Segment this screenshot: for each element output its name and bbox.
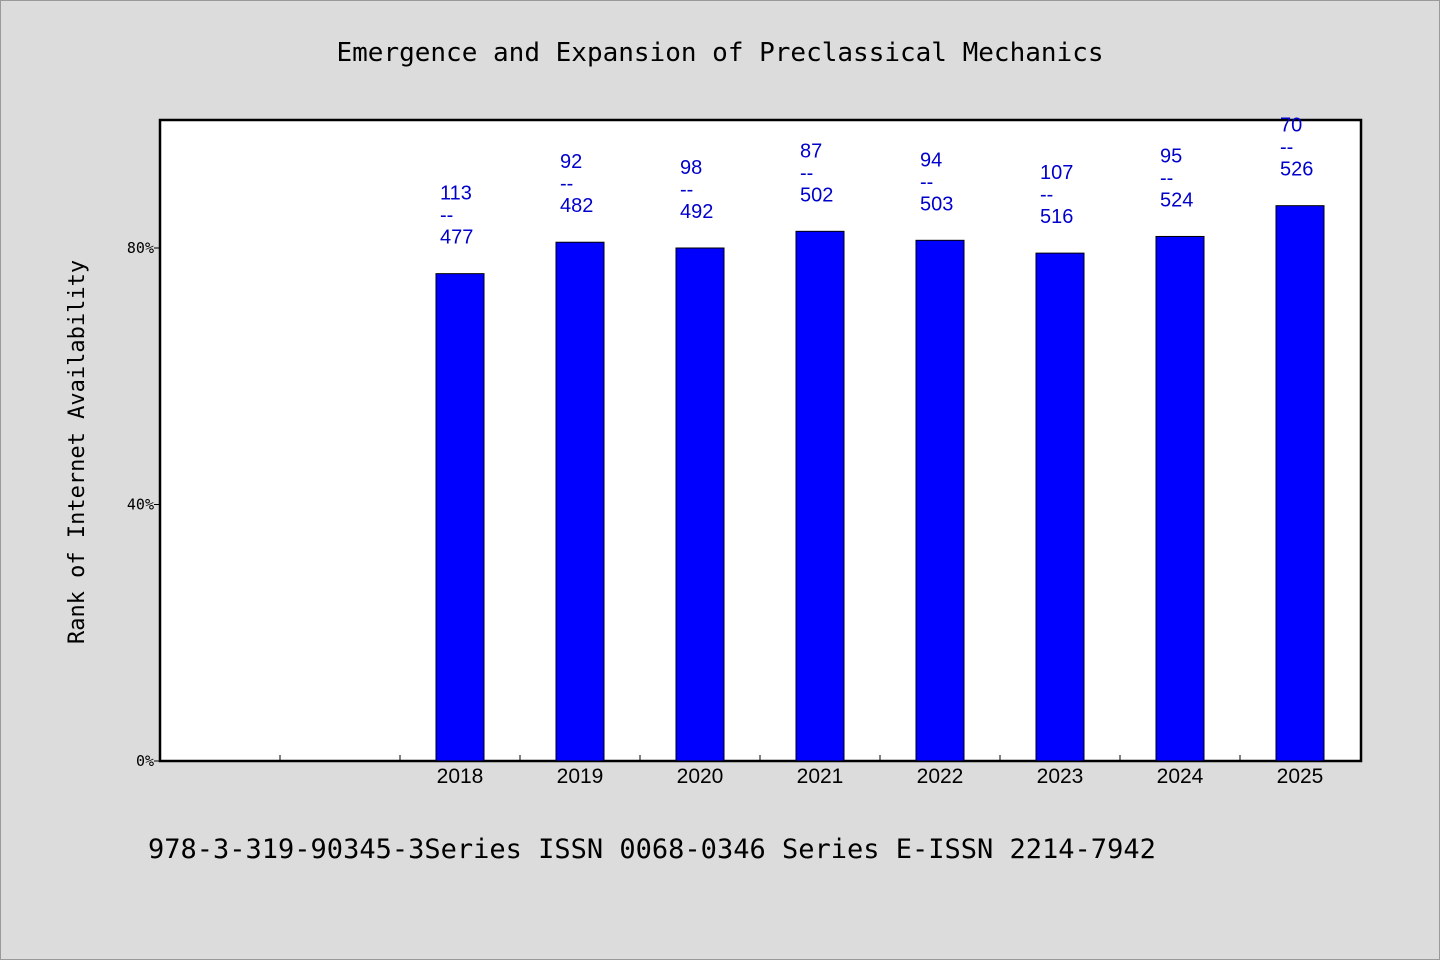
bar-data-label: -- [1160,167,1173,189]
bar-data-label: 477 [440,227,473,249]
footer-isbn-text: 978-3-319-90345-3Series ISSN 0068-0346 S… [148,834,1156,865]
y-tick-label: 40% [127,496,154,514]
bar-2019 [555,241,605,762]
y-axis-title: Rank of Internet Availability [65,260,90,644]
bar-data-label: 502 [800,184,833,206]
x-minor-ticks [279,755,1241,761]
x-tick-label: 2023 [1037,765,1084,788]
bar-data-label: 87 [800,140,822,162]
x-tick-label: 2024 [1157,765,1204,788]
bar-data-label: -- [1040,184,1053,206]
bar-data-label: 94 [920,149,942,171]
bar-2018 [435,273,485,762]
x-axis: 2018 2019 2020 2021 2022 2023 2024 2025 [437,765,1324,788]
bar-data-label: -- [560,173,573,195]
x-tick-label: 2025 [1277,765,1324,788]
y-tick-label: 0% [136,752,154,770]
bar-2025 [1275,205,1325,762]
x-tick-label: 2022 [917,765,964,788]
bar-data-label: -- [1280,137,1293,159]
bar-data-label: 70 [1280,115,1302,137]
bar-data-label: 482 [560,195,593,217]
bar-data-label: 98 [680,157,702,179]
bar-data-label: -- [680,179,693,201]
x-tick-label: 2021 [797,765,844,788]
bar-data-label: 113 [440,183,472,205]
bar-2020 [675,247,725,762]
bar-data-label: 492 [680,201,713,223]
bar-data-label: -- [920,171,933,193]
bar-data-label: 516 [1040,206,1073,228]
x-tick-label: 2019 [557,765,604,788]
x-tick-label: 2020 [677,765,724,788]
x-tick-label: 2018 [437,765,484,788]
bar-labels: 113--47792--48298--49287--50294--503107-… [440,115,1313,249]
bar-data-label: -- [440,205,453,227]
bar-data-label: 95 [1160,145,1182,167]
bar-data-label: 107 [1040,162,1073,184]
bar-data-label: 524 [1160,189,1193,211]
bar-data-label: -- [800,162,813,184]
bar-data-label: 92 [560,151,582,173]
bar-2022 [915,239,965,762]
bar-2021 [795,230,845,762]
y-tick-label: 80% [127,239,154,257]
bar-data-label: 503 [920,193,953,215]
bar-series [435,205,1325,762]
bar-2023 [1035,252,1085,762]
bar-2024 [1155,235,1205,762]
chart-title: Emergence and Expansion of Preclassical … [336,38,1103,68]
y-axis: 0% 40% 80% [127,239,160,770]
bar-data-label: 526 [1280,159,1313,181]
